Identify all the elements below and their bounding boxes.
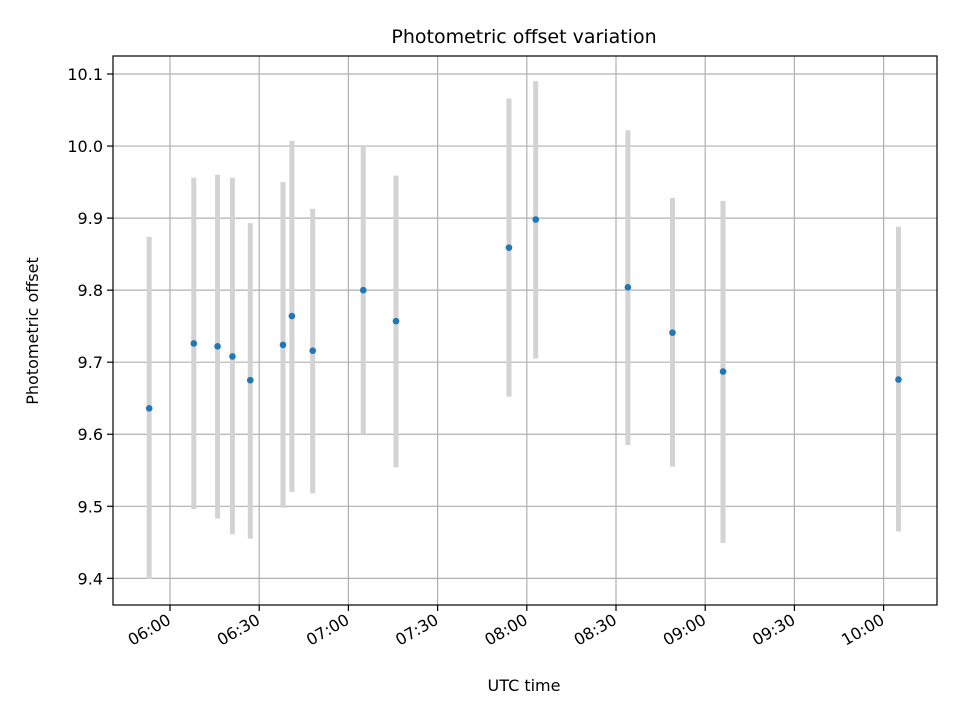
y-tick-label: 9.4 [78, 569, 103, 588]
y-tick-label: 10.1 [67, 65, 103, 84]
data-point [505, 244, 513, 251]
y-tick-label: 9.7 [78, 353, 103, 372]
data-point [246, 376, 254, 384]
x-axis-ticks: 06:00 06:30 07:00 07:30 08:00 08:30 09:00 09:30… [125, 605, 888, 650]
x-tick-label: 08:30 [571, 610, 620, 650]
plot-frame [112, 55, 938, 606]
x-tick-label: 07:00 [303, 610, 352, 650]
chart-title: Photometric offset variation [391, 26, 656, 48]
y-tick-label: 9.6 [78, 425, 103, 444]
x-tick-label: 06:30 [214, 610, 263, 650]
data-point [895, 376, 902, 383]
data-point [669, 329, 676, 336]
data-point [624, 283, 632, 291]
data-points [145, 216, 902, 412]
data-point [288, 312, 296, 320]
y-tick-label: 9.8 [78, 281, 103, 300]
y-axis-ticks: 9.4 9.5 9.6 9.7 9.8 9.9 10.0 10.1 [67, 65, 113, 588]
x-tick-label: 09:30 [749, 610, 798, 650]
x-axis-label: UTC time [488, 676, 561, 695]
x-tick-label: 10:00 [838, 610, 887, 650]
x-tick-label: 08:00 [481, 610, 530, 650]
data-point [359, 286, 367, 294]
data-point [309, 347, 317, 354]
data-point [719, 368, 727, 375]
data-point [392, 317, 400, 325]
error-bars [146, 81, 901, 580]
data-point [229, 353, 236, 360]
data-point [532, 216, 540, 223]
y-tick-label: 9.5 [78, 497, 103, 516]
grid [113, 56, 937, 605]
data-point [279, 341, 287, 349]
x-tick-label: 09:00 [660, 610, 709, 650]
x-tick-label: 06:00 [125, 610, 174, 650]
y-tick-label: 9.9 [78, 209, 103, 228]
x-tick-label: 07:30 [392, 610, 441, 650]
y-axis-label: Photometric offset [23, 257, 42, 405]
data-point [214, 343, 221, 350]
data-point [145, 405, 153, 412]
data-point [190, 340, 198, 347]
y-tick-label: 10.0 [67, 137, 103, 156]
